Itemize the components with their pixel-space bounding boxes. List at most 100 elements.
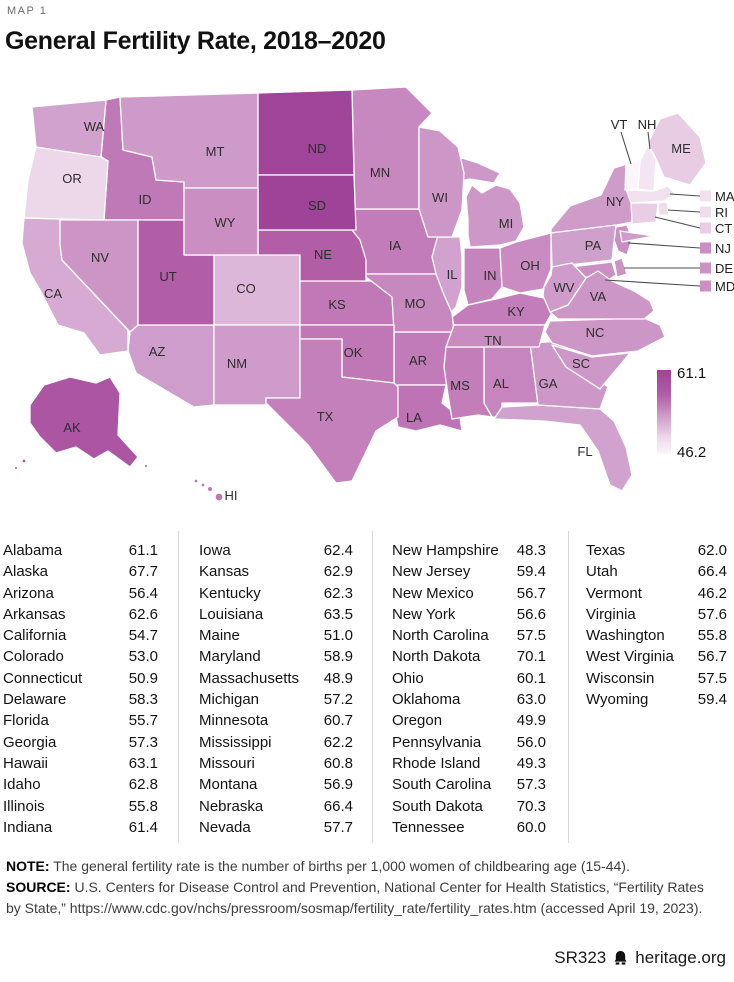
table-row: North Carolina 57.5 [373, 625, 568, 646]
state-value: 57.2 [323, 691, 353, 709]
table-row: Maryland 58.9 [179, 646, 372, 667]
state-value: 56.6 [516, 605, 546, 623]
state-label-SD: SD [308, 198, 326, 213]
state-label-WY: WY [215, 215, 236, 230]
table-row: Minnesota 60.7 [179, 710, 372, 731]
state-value: 49.3 [516, 754, 546, 772]
table-row: Texas 62.0 [569, 540, 734, 561]
state-value: 57.3 [128, 733, 158, 751]
legend-max-label: 61.1 [677, 365, 706, 382]
state-value: 62.3 [323, 584, 353, 602]
state-label-AL: AL [493, 376, 509, 391]
state-island-HI [206, 485, 214, 493]
callout-leader-NJ [627, 242, 701, 249]
state-label-WI: WI [432, 190, 448, 205]
table-row: Missouri 60.8 [179, 753, 372, 774]
state-label-NY: NY [606, 194, 624, 209]
state-name: California [3, 627, 67, 645]
state-name: West Virginia [586, 648, 674, 666]
state-value: 57.5 [697, 669, 727, 687]
state-shape-RI [657, 201, 670, 216]
table-row: Iowa 62.4 [179, 540, 372, 561]
table-row: Kansas 62.9 [179, 561, 372, 582]
state-shape-WI [418, 126, 465, 238]
state-name: Alabama [3, 542, 63, 559]
table-row: North Dakota 70.1 [373, 646, 568, 667]
table-row: Maine 51.0 [179, 625, 372, 646]
table-row: Colorado 53.0 [0, 646, 178, 667]
state-value: 48.3 [516, 542, 546, 559]
legend-gradient-bar [657, 370, 671, 454]
state-label-NM: NM [227, 356, 247, 371]
state-name: Rhode Island [392, 754, 481, 772]
state-name: Oklahoma [392, 691, 461, 709]
callout-label-DE: DE [715, 261, 733, 276]
state-name: Mississippi [199, 733, 272, 751]
state-value: 54.7 [128, 627, 158, 645]
state-name: Missouri [199, 754, 255, 772]
state-value: 57.6 [697, 605, 727, 623]
legend-min-label: 46.2 [677, 444, 706, 461]
state-label-IN: IN [484, 268, 497, 283]
state-name: Illinois [3, 797, 45, 815]
table-column-3: New Hampshire 48.3 New Jersey 59.4 New Mexic… [372, 531, 568, 843]
state-shape-MS [443, 346, 493, 420]
state-name: South Carolina [392, 776, 492, 794]
table-row: Connecticut 50.9 [0, 668, 178, 689]
table-row: Oklahoma 63.0 [373, 689, 568, 710]
table-row: Tennessee 60.0 [373, 817, 568, 838]
state-label-TN: TN [484, 333, 501, 348]
table-row: Ohio 60.1 [373, 668, 568, 689]
state-name: Arizona [3, 584, 54, 602]
state-value: 56.7 [516, 584, 546, 602]
table-column-4: Texas 62.0 Utah 66.4 Vermont 46.2 Virginia 57.6… [568, 531, 734, 843]
callout-label-NJ: NJ [715, 241, 731, 256]
state-shape-AZ [127, 324, 215, 408]
table-row: Arizona 56.4 [0, 583, 178, 604]
table-row: New Hampshire 48.3 [373, 540, 568, 561]
state-value: 63.0 [516, 691, 546, 709]
state-shape-PA [550, 224, 617, 268]
page-title: General Fertility Rate, 2018–2020 [5, 27, 386, 55]
state-label-CO: CO [236, 281, 256, 296]
state-label-OH: OH [520, 258, 540, 273]
table-row: Massachusetts 48.9 [179, 668, 372, 689]
state-value: 67.7 [128, 563, 158, 581]
state-island-HI [214, 492, 224, 502]
state-name: Virginia [586, 605, 636, 623]
state-value: 66.4 [323, 797, 353, 815]
table-row: Wyoming 59.4 [569, 689, 734, 710]
state-name: Maryland [199, 648, 261, 666]
state-value: 70.1 [516, 648, 546, 666]
state-shape-DE [613, 257, 628, 278]
callout-swatch-NJ [700, 242, 711, 254]
state-island-HI [193, 478, 199, 484]
leader-label-VT: VT [611, 117, 628, 132]
table-row: Arkansas 62.6 [0, 604, 178, 625]
callout-leader-MD [604, 279, 701, 287]
state-name: Wisconsin [586, 669, 655, 687]
state-value: 62.6 [128, 605, 158, 623]
state-shape-NC [544, 317, 666, 357]
state-shape-FL [493, 404, 633, 492]
table-row: Wisconsin 57.5 [569, 668, 734, 689]
state-value: 55.7 [128, 712, 158, 730]
state-shape-CT [629, 202, 659, 225]
state-name: New Mexico [392, 584, 474, 602]
state-shape-WA [31, 99, 107, 158]
state-label-CA: CA [44, 286, 62, 301]
state-label-MN: MN [370, 165, 390, 180]
state-label-NC: NC [586, 325, 605, 340]
table-row: West Virginia 56.7 [569, 646, 734, 667]
callout-leader-CT [654, 216, 701, 229]
state-name: Maine [199, 627, 240, 645]
state-name: Idaho [3, 776, 41, 794]
table-row: Georgia 57.3 [0, 732, 178, 753]
table-column-1: Alabama 61.1 Alaska 67.7 Arizona 56.4 Arkansas… [0, 531, 178, 843]
state-shape-SC [551, 344, 631, 390]
table-row: Montana 56.9 [179, 774, 372, 795]
state-name: Hawaii [3, 754, 49, 772]
table-row: Delaware 58.3 [0, 689, 178, 710]
state-value: 57.5 [516, 627, 546, 645]
state-name: Connecticut [3, 669, 83, 687]
